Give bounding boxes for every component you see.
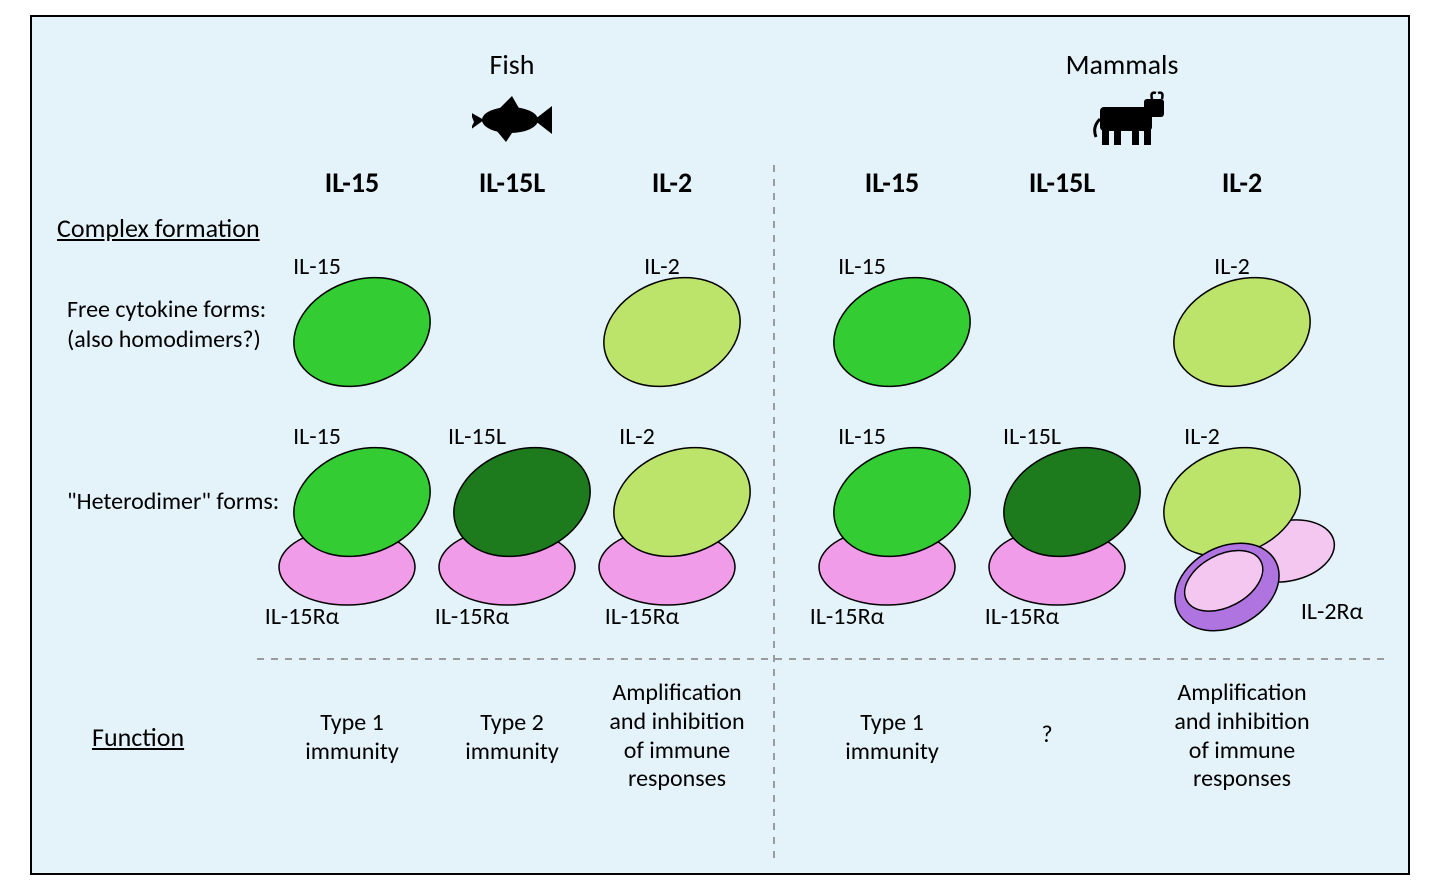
- func-fish-il2: Amplification and inhibition of immune r…: [592, 679, 762, 794]
- func-fish-il15l: Type 2 immunity: [437, 709, 587, 767]
- label-fish-het-il15ra-1: IL-15Rα: [242, 602, 362, 631]
- col-fish-il15l: IL-15L: [452, 165, 572, 200]
- func-fish-il15: Type 1 immunity: [277, 709, 427, 767]
- ellipse-mam-free-il15: [822, 267, 982, 397]
- ellipse-fish-free-il15: [282, 267, 442, 397]
- cow-icon: [1082, 89, 1172, 149]
- ellipse-mam-free-il2: [1162, 267, 1322, 397]
- header-fish: Fish: [412, 47, 612, 82]
- func-mam-il15l: ?: [992, 721, 1102, 750]
- label-mam-het-il15ra-2: IL-15Rα: [962, 602, 1082, 631]
- col-fish-il15: IL-15: [292, 165, 412, 200]
- label-mam-het-il2ra: IL-2Rα: [1277, 597, 1387, 626]
- header-mammals: Mammals: [1022, 47, 1222, 82]
- label-mam-het-il15ra-1: IL-15Rα: [787, 602, 907, 631]
- func-mam-il15: Type 1 immunity: [817, 709, 967, 767]
- col-mam-il15: IL-15: [832, 165, 952, 200]
- complex-fish-het-il2: [582, 437, 772, 617]
- func-mam-il2: Amplification and inhibition of immune r…: [1157, 679, 1327, 794]
- label-fish-het-il15ra-2: IL-15Rα: [412, 602, 532, 631]
- divider-vertical: [772, 165, 776, 865]
- complex-mam-het-il15: [802, 437, 992, 617]
- row-heterodimer: "Heterodimer" forms:: [67, 487, 279, 516]
- diagram-frame: Fish Mammals IL-15 IL-15L IL-2 IL-15 I: [30, 15, 1410, 875]
- section-function: Function: [92, 721, 184, 753]
- col-mam-il15l: IL-15L: [1002, 165, 1122, 200]
- col-fish-il2: IL-2: [612, 165, 732, 200]
- fish-icon: [472, 92, 552, 147]
- ellipse-fish-free-il2: [592, 267, 752, 397]
- label-fish-het-il15ra-3: IL-15Rα: [582, 602, 702, 631]
- divider-horizontal: [257, 657, 1387, 661]
- row-free-cytokine-l2: (also homodimers?): [67, 325, 261, 354]
- row-free-cytokine-l1: Free cytokine forms:: [67, 295, 266, 324]
- section-complex-formation: Complex formation: [57, 212, 260, 244]
- col-mam-il2: IL-2: [1182, 165, 1302, 200]
